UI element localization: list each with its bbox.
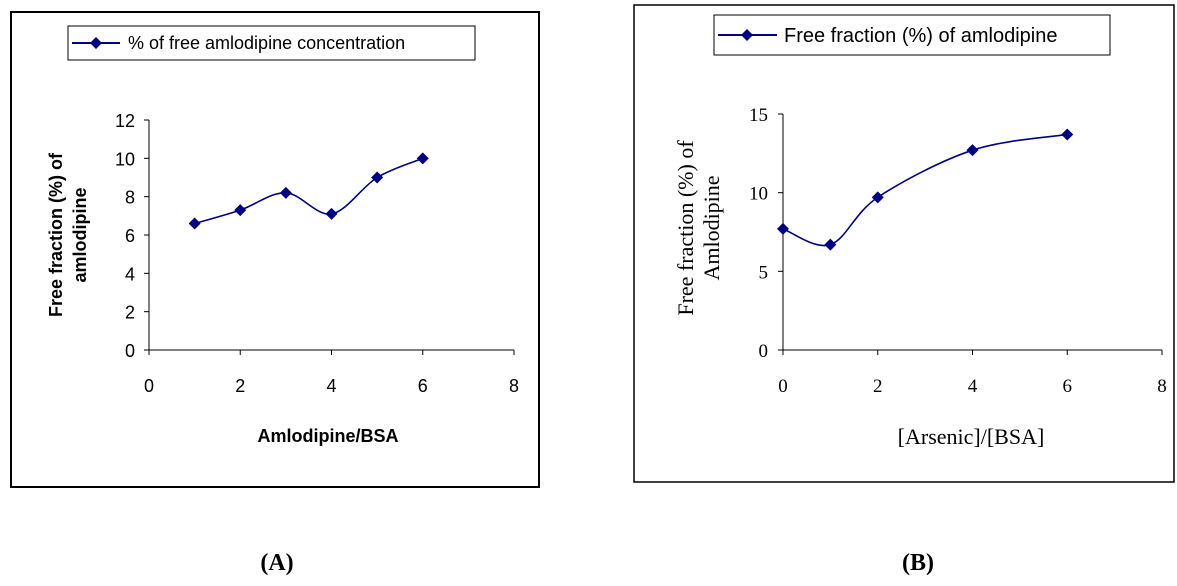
- chart-b-ylabel-line-1: Free fraction (%) of: [673, 140, 698, 316]
- chart-a-data-point: [279, 186, 292, 199]
- chart-b-legend-marker: [741, 29, 753, 41]
- chart-a-data-point: [371, 171, 384, 184]
- chart-b-x-tick-label: 0: [778, 376, 788, 397]
- chart-b-data-point: [871, 191, 884, 204]
- panel-a-caption: (A): [260, 550, 293, 576]
- chart-a-data-point: [234, 204, 247, 217]
- chart-b-xlabel: [Arsenic]/[BSA]: [898, 424, 1045, 449]
- chart-b-data-point: [777, 222, 789, 235]
- chart-a-y-tick-label: 0: [125, 341, 135, 361]
- chart-a-data-point: [188, 217, 201, 230]
- chart-b-x-tick-label: 8: [1157, 376, 1167, 397]
- chart-a: % of free amlodipine concentration 0 2 4 6 8…: [46, 25, 519, 446]
- chart-a-y-tick-label: 8: [125, 188, 135, 208]
- chart-a-legend-box: [67, 25, 476, 61]
- chart-b-x-tick-label: 2: [873, 376, 883, 397]
- chart-b: Free fraction (%) of amlodipine 0 5 10 15 0…: [673, 14, 1167, 449]
- chart-b-x-tick-label: 4: [968, 376, 978, 397]
- chart-b-y-tick-label: 5: [759, 262, 769, 283]
- chart-a-y-tick-label: 4: [125, 264, 135, 284]
- chart-b-series-line: [782, 133, 1068, 247]
- chart-b-y-tick-label: 0: [759, 341, 769, 362]
- chart-a-legend-label: % of free amlodipine concentration: [128, 33, 405, 53]
- chart-b-x-tick-label: 6: [1063, 376, 1073, 397]
- chart-a-y-tick-label: 2: [125, 303, 135, 323]
- chart-b-legend-box: [713, 14, 1111, 56]
- panel-b-caption: (B): [902, 550, 934, 576]
- chart-a-data-point: [325, 207, 338, 220]
- chart-a-ylabel-line-1: Free fraction (%) of: [46, 152, 66, 317]
- chart-a-x-tick-label: 4: [326, 376, 336, 396]
- chart-b-ylabel-line-2: Amlodipine: [699, 175, 724, 280]
- panel-b-frame: [633, 4, 1175, 483]
- chart-b-y-tick-label: 10: [749, 184, 768, 205]
- chart-a-y-tick-label: 10: [115, 149, 135, 169]
- chart-b-y-tick-label: 15: [749, 105, 768, 126]
- chart-a-data-point: [416, 152, 429, 165]
- chart-a-y-tick-label: 12: [115, 111, 135, 131]
- chart-a-y-tick-label: 6: [125, 226, 135, 246]
- panel-a-frame: [10, 11, 540, 488]
- chart-a-x-tick-label: 2: [235, 376, 245, 396]
- chart-a-ylabel-line-2: amlodipine: [70, 187, 90, 282]
- chart-a-x-tick-label: 6: [418, 376, 428, 396]
- chart-a-x-tick-label: 0: [144, 376, 154, 396]
- chart-a-legend-marker: [90, 37, 102, 49]
- chart-b-data-point: [824, 238, 837, 251]
- chart-b-data-point: [966, 144, 979, 157]
- chart-b-legend-label: Free fraction (%) of amlodipine: [784, 25, 1057, 47]
- chart-b-data-point: [1061, 128, 1074, 141]
- chart-a-x-tick-label: 8: [509, 376, 519, 396]
- chart-a-xlabel: Amlodipine/BSA: [257, 426, 398, 446]
